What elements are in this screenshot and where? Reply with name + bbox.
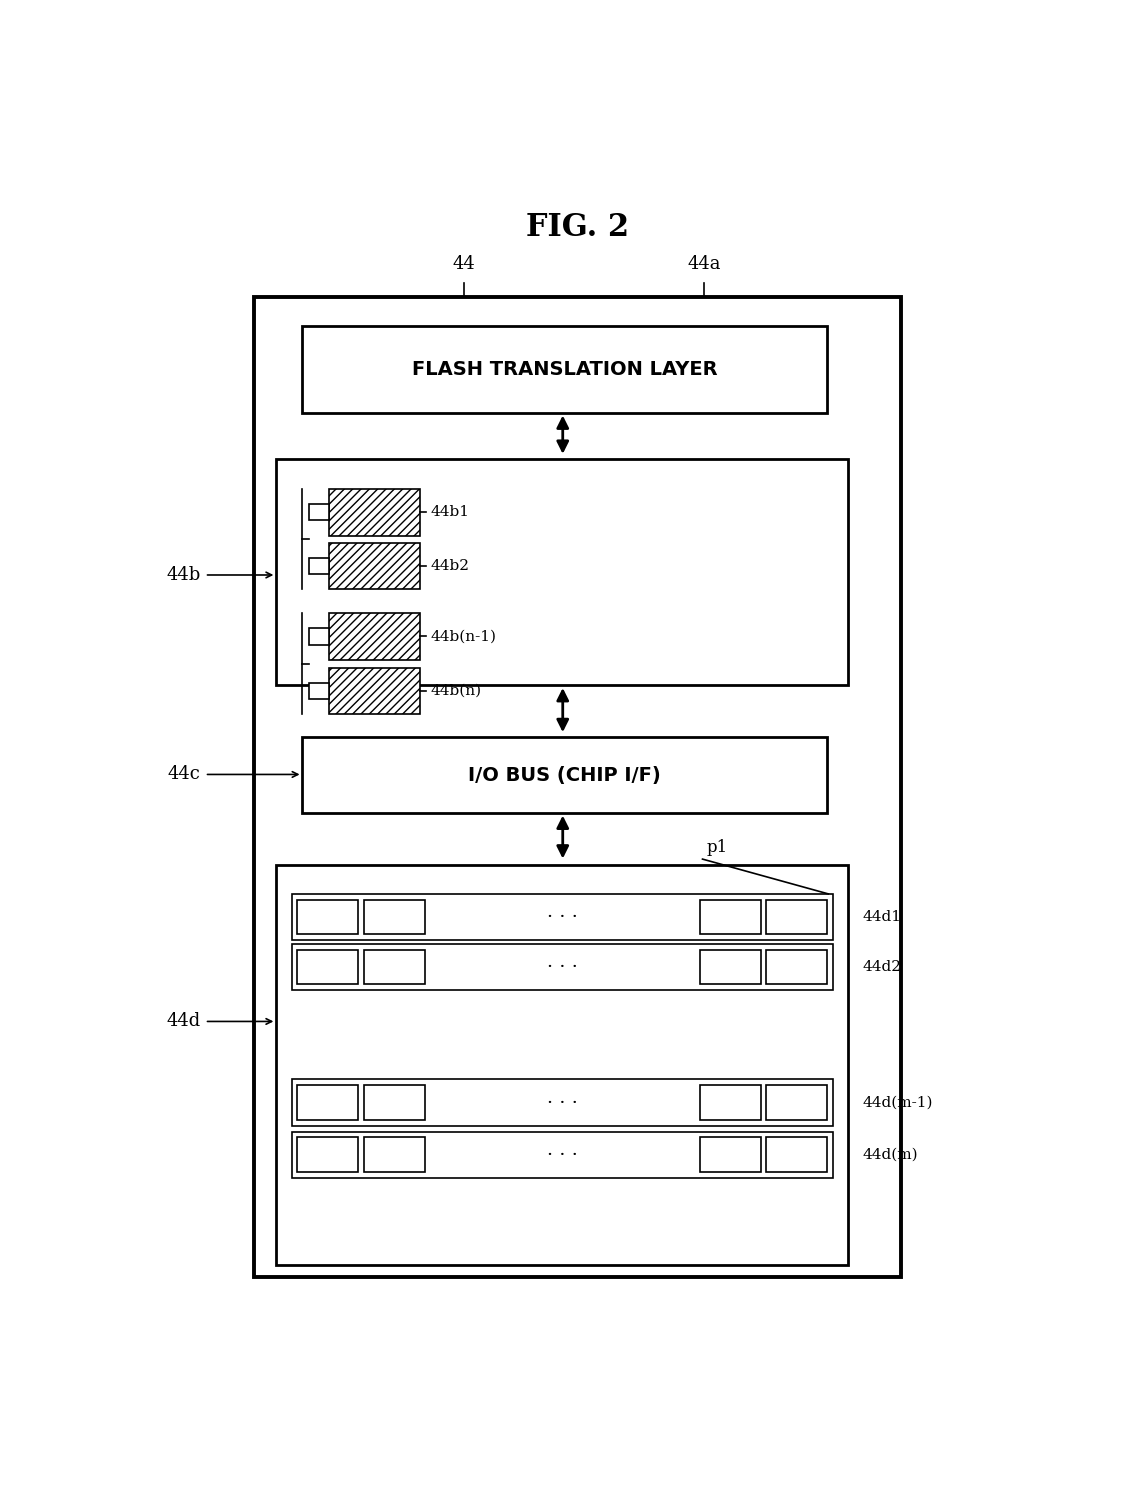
Bar: [766, 1086, 827, 1120]
Text: · · ·: · · ·: [547, 1146, 578, 1164]
Bar: [310, 682, 329, 699]
Text: 44d: 44d: [166, 1012, 201, 1030]
Text: 44b: 44b: [166, 566, 201, 584]
Bar: [364, 1086, 425, 1120]
Text: 44: 44: [453, 256, 476, 274]
Bar: [329, 489, 420, 536]
Bar: [292, 1131, 833, 1178]
Text: 44d(m-1): 44d(m-1): [862, 1096, 933, 1110]
Text: 44b2: 44b2: [431, 559, 470, 572]
Text: 44d2: 44d2: [862, 959, 902, 974]
Bar: [364, 950, 425, 985]
Text: 44b1: 44b1: [431, 506, 470, 520]
Bar: [298, 1137, 358, 1172]
Text: 44c: 44c: [168, 765, 201, 783]
Bar: [310, 505, 329, 521]
Bar: [329, 667, 420, 714]
Text: I/O BUS (CHIP I/F): I/O BUS (CHIP I/F): [468, 765, 660, 785]
Bar: [292, 895, 833, 940]
Text: 44b(n): 44b(n): [431, 684, 482, 697]
Bar: [364, 899, 425, 934]
Bar: [255, 297, 900, 1277]
Bar: [700, 1137, 761, 1172]
Bar: [310, 557, 329, 574]
Bar: [298, 950, 358, 985]
Bar: [276, 459, 849, 685]
Text: FIG. 2: FIG. 2: [526, 212, 629, 242]
Bar: [700, 1086, 761, 1120]
Bar: [310, 628, 329, 645]
Text: 44d1: 44d1: [862, 910, 902, 925]
Bar: [700, 899, 761, 934]
Bar: [298, 1086, 358, 1120]
Text: · · ·: · · ·: [547, 908, 578, 926]
Text: FLASH TRANSLATION LAYER: FLASH TRANSLATION LAYER: [411, 360, 717, 378]
Bar: [302, 325, 826, 413]
Bar: [329, 542, 420, 589]
Bar: [276, 864, 849, 1265]
Bar: [329, 613, 420, 660]
Bar: [302, 738, 826, 813]
Text: 44d(m): 44d(m): [862, 1148, 919, 1161]
Bar: [700, 950, 761, 985]
Text: p1: p1: [707, 839, 728, 855]
Bar: [766, 1137, 827, 1172]
Bar: [766, 899, 827, 934]
Bar: [364, 1137, 425, 1172]
Bar: [766, 950, 827, 985]
Bar: [292, 944, 833, 989]
Text: · · ·: · · ·: [547, 958, 578, 976]
Text: 44b(n-1): 44b(n-1): [431, 630, 497, 643]
Text: · · ·: · · ·: [547, 1093, 578, 1111]
Text: 44a: 44a: [687, 256, 721, 274]
Bar: [298, 899, 358, 934]
Bar: [292, 1080, 833, 1126]
